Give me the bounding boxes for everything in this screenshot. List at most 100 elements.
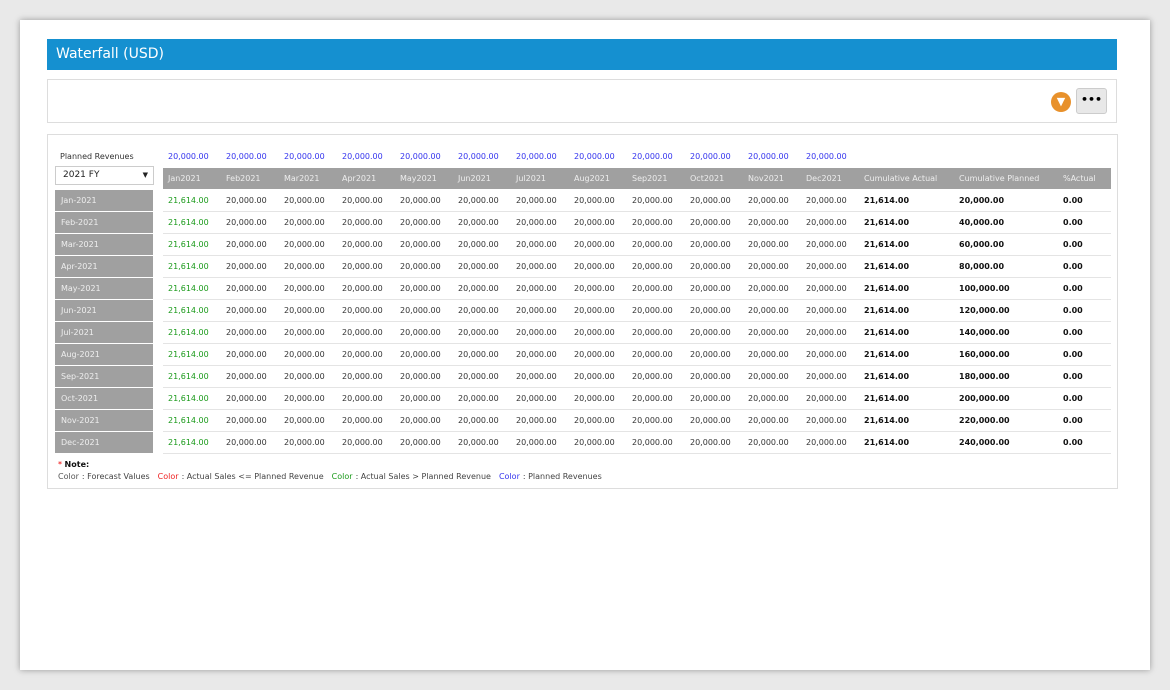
row-label: Sep-2021: [55, 366, 153, 387]
legend-item: Color: Planned Revenues: [499, 472, 606, 481]
column-header: Sep2021: [632, 174, 668, 183]
column-header: Cumulative Actual: [864, 174, 938, 183]
table-cell: 21,614.00: [864, 284, 910, 293]
table-row: 21,614.00 20,000.00 20,000.00 20,000.00 20,0…: [163, 278, 1111, 300]
table-cell: 20,000.00: [400, 218, 441, 227]
legend-color-word: Color: [157, 472, 179, 481]
table-cell: 20,000.00: [284, 262, 325, 271]
table-cell: 20,000.00: [284, 394, 325, 403]
table-cell: 20,000.00: [458, 438, 499, 447]
table-cell: 20,000.00: [400, 196, 441, 205]
table-cell: 20,000.00: [516, 394, 557, 403]
table-cell: 21,614.00: [864, 240, 910, 249]
table-cell: 20,000.00: [226, 416, 267, 425]
table-cell: 20,000.00: [748, 306, 789, 315]
table-cell: 20,000.00: [400, 394, 441, 403]
table-cell: 20,000.00: [806, 196, 847, 205]
table-cell: 20,000.00: [959, 196, 1005, 205]
table-cell: 0.00: [1063, 218, 1083, 227]
table-cell: 0.00: [1063, 416, 1083, 425]
table-cell: 20,000.00: [458, 350, 499, 359]
note: * Note: Color: Forecast Values Color: Act…: [58, 460, 610, 481]
row-label: Jul-2021: [55, 322, 153, 343]
table-cell: 20,000.00: [458, 394, 499, 403]
planned-value: 20,000.00: [342, 152, 383, 161]
table-cell: 20,000.00: [516, 438, 557, 447]
table-cell: 20,000.00: [458, 196, 499, 205]
table-cell: 20,000.00: [516, 240, 557, 249]
table-cell: 20,000.00: [226, 328, 267, 337]
legend-text: : Actual Sales <= Planned Revenue: [181, 472, 324, 481]
table-cell: 20,000.00: [574, 350, 615, 359]
planned-value: 20,000.00: [632, 152, 673, 161]
table-cell: 20,000.00: [342, 416, 383, 425]
table-cell: 20,000.00: [516, 262, 557, 271]
legend-item: Color: Forecast Values: [58, 472, 154, 481]
table-row: 21,614.00 20,000.00 20,000.00 20,000.00 20,0…: [163, 366, 1111, 388]
table-cell: 20,000.00: [226, 218, 267, 227]
table-cell: 20,000.00: [226, 394, 267, 403]
table-cell: 20,000.00: [342, 372, 383, 381]
table-cell: 20,000.00: [632, 196, 673, 205]
table-cell: 20,000.00: [342, 328, 383, 337]
column-header: Aug2021: [574, 174, 610, 183]
table-cell: 20,000.00: [226, 262, 267, 271]
row-label: Oct-2021: [55, 388, 153, 409]
table-cell: 21,614.00: [864, 350, 910, 359]
filter-icon[interactable]: ▼: [1051, 92, 1071, 112]
table-cell: 20,000.00: [690, 394, 731, 403]
legend-color-word: Color: [498, 472, 520, 481]
legend-color-word: Color: [58, 472, 79, 481]
table-cell: 20,000.00: [806, 284, 847, 293]
table-cell: 20,000.00: [748, 394, 789, 403]
planned-value: 20,000.00: [516, 152, 557, 161]
table-cell: 20,000.00: [806, 394, 847, 403]
table-cell: 0.00: [1063, 196, 1083, 205]
table-cell: 20,000.00: [632, 372, 673, 381]
planned-value: 20,000.00: [226, 152, 267, 161]
table-cell: 21,614.00: [864, 416, 910, 425]
table-cell: 20,000.00: [342, 350, 383, 359]
table-cell: 20,000.00: [400, 438, 441, 447]
table-cell: 20,000.00: [516, 372, 557, 381]
table-cell: 220,000.00: [959, 416, 1010, 425]
table-cell: 20,000.00: [458, 416, 499, 425]
table-cell: 21,614.00: [168, 350, 209, 359]
table-cell: 20,000.00: [400, 284, 441, 293]
table-cell: 21,614.00: [864, 438, 910, 447]
table-cell: 20,000.00: [226, 372, 267, 381]
table-cell: 20,000.00: [632, 218, 673, 227]
more-options-button[interactable]: •••: [1076, 88, 1107, 114]
table-cell: 20,000.00: [226, 240, 267, 249]
table-cell: 40,000.00: [959, 218, 1005, 227]
table-cell: 20,000.00: [226, 438, 267, 447]
table-cell: 21,614.00: [864, 372, 910, 381]
table-cell: 200,000.00: [959, 394, 1010, 403]
row-label: Apr-2021: [55, 256, 153, 277]
table-cell: 0.00: [1063, 372, 1083, 381]
table-cell: 0.00: [1063, 284, 1083, 293]
table-cell: 21,614.00: [168, 416, 209, 425]
planned-revenues-row: 20,000.00 20,000.00 20,000.00 20,000.00 20,0…: [163, 146, 1111, 168]
table-cell: 20,000.00: [342, 218, 383, 227]
table-cell: 20,000.00: [632, 394, 673, 403]
year-select-value: 2021 FY: [63, 170, 100, 180]
planned-value: 20,000.00: [690, 152, 731, 161]
row-label: Nov-2021: [55, 410, 153, 431]
row-label: Aug-2021: [55, 344, 153, 365]
table-cell: 20,000.00: [400, 262, 441, 271]
table-cell: 20,000.00: [284, 218, 325, 227]
column-header: Jul2021: [516, 174, 547, 183]
table-cell: 20,000.00: [806, 262, 847, 271]
table-row: 21,614.00 20,000.00 20,000.00 20,000.00 20,0…: [163, 212, 1111, 234]
table-cell: 20,000.00: [748, 372, 789, 381]
year-select[interactable]: 2021 FY ▼: [55, 166, 154, 185]
table-row: 21,614.00 20,000.00 20,000.00 20,000.00 20,0…: [163, 432, 1111, 454]
table-cell: 21,614.00: [168, 240, 209, 249]
planned-value: 20,000.00: [284, 152, 325, 161]
table-cell: 20,000.00: [516, 350, 557, 359]
widget-title: Waterfall (USD): [47, 39, 1117, 70]
table-cell: 20,000.00: [516, 328, 557, 337]
table-cell: 20,000.00: [690, 196, 731, 205]
table-cell: 20,000.00: [284, 438, 325, 447]
